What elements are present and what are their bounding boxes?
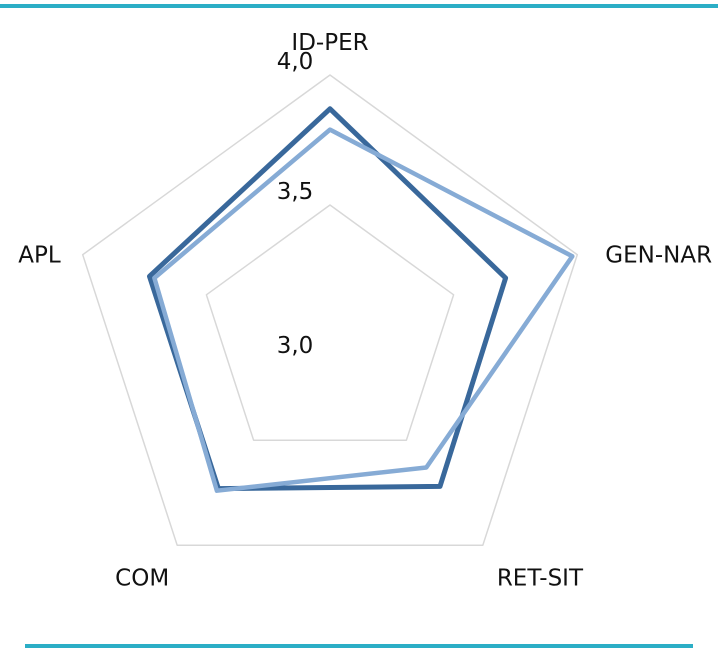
top-divider bbox=[0, 4, 718, 8]
series-dark-blue bbox=[147, 106, 509, 492]
axis-label-id-per: ID-PER bbox=[291, 30, 368, 56]
tick-label: 3,5 bbox=[277, 179, 314, 205]
axis-label-com: COM bbox=[115, 565, 169, 591]
tick-label: 3,0 bbox=[277, 333, 314, 359]
axis-label-gen-nar: GEN-NAR bbox=[605, 243, 712, 269]
series-light-blue bbox=[152, 127, 575, 493]
gridline-ring bbox=[81, 74, 579, 547]
axis-label-apl: APL bbox=[18, 243, 61, 269]
axis-label-ret-sit: RET-SIT bbox=[497, 565, 584, 591]
bottom-divider bbox=[25, 644, 693, 648]
gridline-ring bbox=[205, 204, 455, 441]
tick-label: 4,0 bbox=[277, 49, 314, 75]
